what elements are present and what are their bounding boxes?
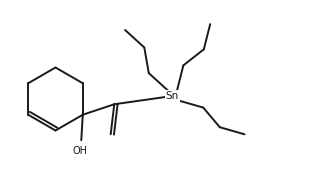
Text: OH: OH bbox=[72, 146, 87, 156]
Text: Sn: Sn bbox=[166, 91, 179, 101]
